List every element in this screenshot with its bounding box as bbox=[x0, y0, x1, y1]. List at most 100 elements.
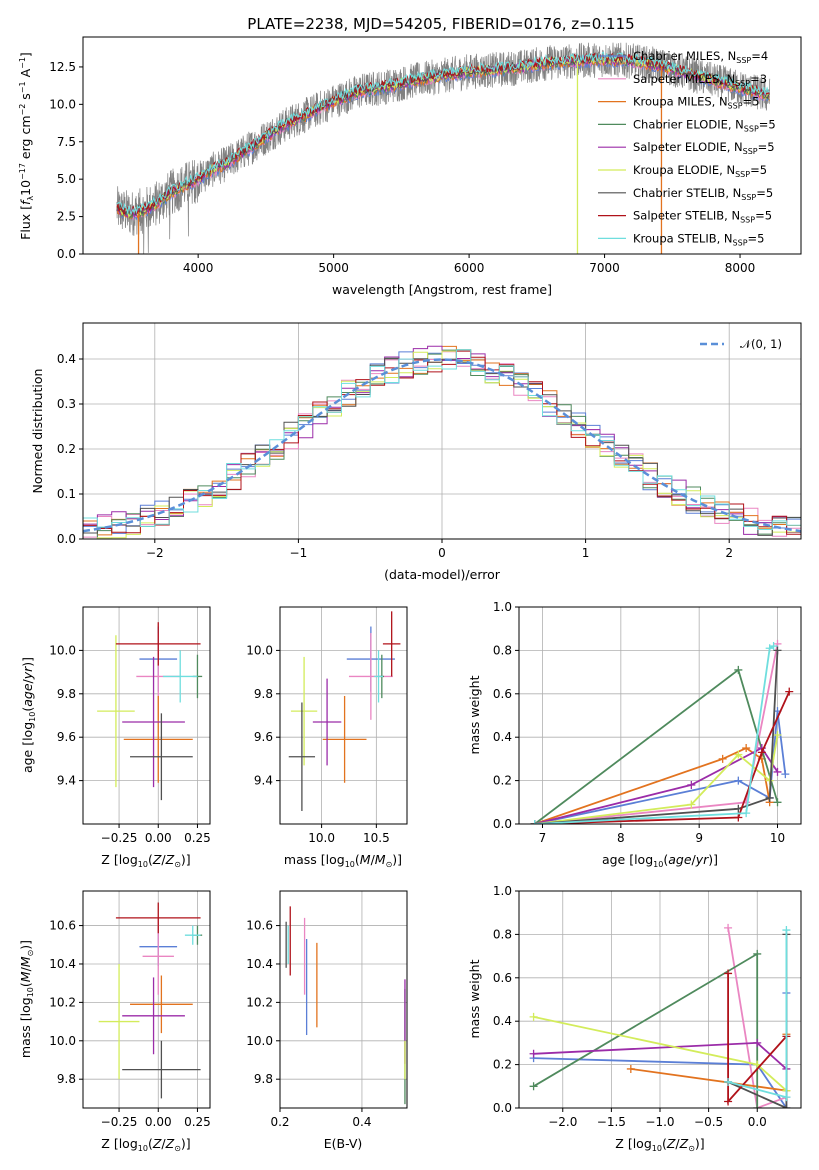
errorbar-point bbox=[184, 925, 201, 945]
weight-line bbox=[533, 952, 759, 1108]
errorbar-point bbox=[374, 650, 383, 703]
legend-entry-label: Salpeter ELODIE, NSSP=5 bbox=[633, 140, 775, 156]
legend-entry-label: Salpeter STELIB, NSSP=5 bbox=[633, 209, 772, 225]
weight-marker bbox=[782, 926, 791, 935]
x-tick-label: 0.00 bbox=[145, 831, 172, 845]
y-tick-label: 10.2 bbox=[49, 995, 76, 1009]
y-tick-label: 10.0 bbox=[49, 643, 76, 657]
y-tick-label: 9.6 bbox=[254, 730, 273, 744]
y-tick-label: 0.0 bbox=[493, 817, 512, 831]
y-tick-label: 10.0 bbox=[49, 97, 76, 111]
mass-vs-metallicity-panel: −0.25 0.00 0.25 9.8 10.0 10.2 10.4 10.6 Z [log1… bbox=[18, 890, 211, 1153]
y-tick-label: 0.8 bbox=[493, 927, 512, 941]
errorbar-group bbox=[285, 906, 406, 1105]
weight-marker bbox=[724, 1077, 733, 1086]
weight-marker bbox=[742, 809, 751, 818]
x-tick-label: −0.25 bbox=[101, 1115, 138, 1129]
y-tick-label: 9.8 bbox=[57, 687, 76, 701]
y-tick-label: 0.2 bbox=[493, 774, 512, 788]
x-tick-label: 8000 bbox=[725, 261, 756, 275]
x-tick-label: 10.0 bbox=[308, 831, 335, 845]
age-vs-mass-panel: 10.0 10.5 9.4 9.6 9.8 10.0 mass [log10(M/M⊙)] bbox=[246, 606, 408, 869]
spectrum-ylabel: Flux [fλ10−17 erg cm−2 s−1 A−1] bbox=[18, 52, 35, 240]
x-tick-label: 5000 bbox=[318, 261, 349, 275]
y-tick-label: 0.2 bbox=[493, 1058, 512, 1072]
errorbar-point bbox=[130, 713, 193, 801]
legend-entry-label: Kroupa MILES, NSSP=5 bbox=[633, 95, 759, 111]
errorbar-point bbox=[123, 695, 193, 783]
weight-marker bbox=[781, 770, 790, 779]
weight-marker bbox=[753, 1104, 762, 1108]
errorbar-group bbox=[97, 622, 203, 801]
y-tick-label: 0.8 bbox=[493, 643, 512, 657]
y-tick-label: 1.0 bbox=[493, 884, 512, 898]
errorbar-point bbox=[97, 635, 135, 788]
weight-marker bbox=[529, 1012, 538, 1021]
residuals-panel: −2 −1 0 1 2 0.0 0.1 0.2 0.3 0.4 (data-model)/erro… bbox=[30, 322, 802, 582]
spectrum-xlabel: wavelength [Angstrom, rest frame] bbox=[332, 282, 552, 297]
weight-marker bbox=[773, 731, 782, 740]
weight-marker bbox=[753, 949, 762, 958]
x-tick-label: 1 bbox=[582, 546, 590, 560]
y-tick-label: 10.4 bbox=[246, 957, 273, 971]
errorbar-point bbox=[348, 633, 393, 720]
x-tick-label: −1.5 bbox=[597, 1115, 626, 1129]
y-tick-label: 1.0 bbox=[493, 600, 512, 614]
y-tick-label: 10.2 bbox=[246, 995, 273, 1009]
y-tick-label: 0.6 bbox=[493, 687, 512, 701]
weight-line bbox=[727, 927, 787, 1108]
weight-marker bbox=[753, 1038, 762, 1047]
weight-marker bbox=[530, 820, 539, 824]
weight-marker bbox=[773, 767, 782, 776]
weight-marker bbox=[718, 754, 727, 763]
residual-histogram-step bbox=[83, 358, 801, 536]
weight-marker bbox=[724, 969, 733, 978]
legend-entry-label: Chabrier STELIB, NSSP=5 bbox=[633, 186, 773, 202]
model-spectrum-line bbox=[116, 51, 770, 217]
residuals-ylabel: Normed distribution bbox=[30, 369, 45, 494]
y-tick-label: 0.4 bbox=[57, 352, 76, 366]
errorbar-point bbox=[288, 702, 316, 811]
normal-curve-legend-label: 𝒩(0, 1) bbox=[740, 337, 782, 351]
y-tick-label: 0.4 bbox=[493, 730, 512, 744]
x-tick-label: 7000 bbox=[589, 261, 620, 275]
age-ylabel: age [log10(age/yr)] bbox=[20, 657, 37, 773]
weight-series-group bbox=[530, 639, 794, 824]
weight-marker bbox=[529, 1049, 538, 1058]
y-tick-label: 0.4 bbox=[493, 1014, 512, 1028]
errorbar-point bbox=[122, 1040, 201, 1099]
x-tick-label: 10 bbox=[770, 831, 785, 845]
y-tick-label: 0.3 bbox=[57, 397, 76, 411]
weight-marker bbox=[769, 642, 778, 651]
y-tick-label: 9.4 bbox=[254, 774, 273, 788]
residuals-legend: 𝒩(0, 1) bbox=[700, 337, 782, 351]
y-tick-label: 0.0 bbox=[57, 247, 76, 261]
legend-entry-label: Salpeter MILES, NSSP=3 bbox=[633, 72, 767, 88]
spectrum-legend: Chabrier MILES, NSSP=4 Salpeter MILES, NS… bbox=[598, 49, 776, 247]
errorbar-group bbox=[98, 902, 203, 1099]
y-tick-label: 0.2 bbox=[57, 442, 76, 456]
age-vs-metallicity-panel: −0.25 0.00 0.25 9.4 9.6 9.8 10.0 Z [log10(Z/Z⊙… bbox=[20, 606, 211, 869]
weight-line bbox=[534, 668, 779, 824]
y-tick-label: 10.6 bbox=[49, 919, 76, 933]
mass-ylabel: mass [log10(M/M⊙)] bbox=[18, 940, 35, 1058]
legend-entry-label: Chabrier ELODIE, NSSP=5 bbox=[633, 117, 776, 133]
weight-vs-age-ylabel: mass weight bbox=[467, 675, 482, 754]
weight-marker bbox=[773, 798, 782, 807]
x-tick-label: −1.0 bbox=[645, 1115, 674, 1129]
y-tick-label: 0.0 bbox=[57, 532, 76, 546]
weight-marker bbox=[687, 780, 696, 789]
weight-vs-age-panel: 7 8 9 10 0.0 0.2 0.4 0.6 0.8 1.0 age [log10(age/y… bbox=[467, 600, 802, 869]
x-tick-label: 0.0 bbox=[748, 1115, 767, 1129]
errorbar-point bbox=[115, 622, 201, 666]
y-tick-label: 7.5 bbox=[57, 135, 76, 149]
x-tick-label: −1 bbox=[290, 546, 308, 560]
errorbar-point bbox=[382, 611, 401, 677]
weight-vs-Z-ylabel: mass weight bbox=[467, 959, 482, 1038]
errorbar-point bbox=[115, 902, 201, 934]
x-tick-label: 0 bbox=[438, 546, 446, 560]
errorbar-point bbox=[312, 678, 342, 766]
y-tick-label: 12.5 bbox=[49, 60, 76, 74]
x-tick-label: −0.25 bbox=[101, 831, 138, 845]
